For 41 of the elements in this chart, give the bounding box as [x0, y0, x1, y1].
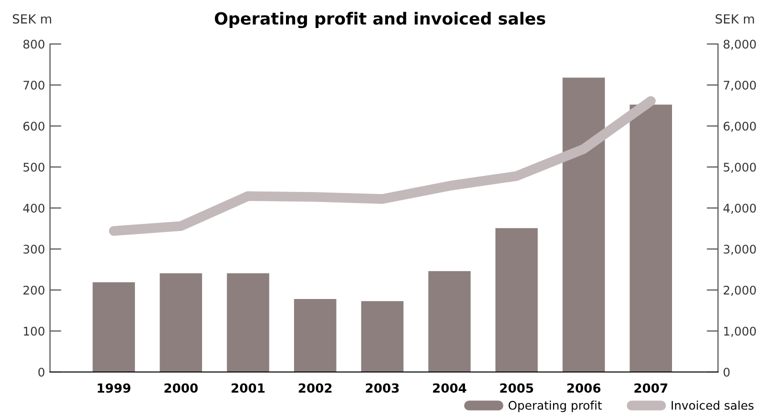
y2-tick-label: 0	[724, 368, 730, 377]
y2-tick-label: 2,000	[724, 286, 756, 296]
x-tick-label: 2007	[634, 383, 668, 393]
bar	[361, 301, 404, 372]
y-tick-label: 300	[24, 244, 44, 254]
y2-tick-label: 8,000	[724, 40, 756, 50]
bar	[428, 271, 471, 372]
y2-tick-label: 3,000	[724, 244, 756, 255]
y-tick-label: 600	[23, 122, 44, 131]
bar	[226, 273, 270, 372]
y-tick-label: 800	[23, 40, 44, 49]
y2-tick-label: 7,000	[724, 80, 756, 91]
y-tick-label: 500	[24, 162, 44, 172]
y2-axis-title: SEK m	[716, 14, 754, 24]
x-tick-label: 2003	[366, 383, 399, 393]
x-tick-label: 1999	[98, 383, 130, 393]
bar	[160, 273, 202, 372]
legend-label: Operating profit	[508, 400, 602, 412]
legend-label: Invoiced sales	[672, 400, 754, 410]
x-tick-label: 2006	[567, 383, 600, 393]
y-axis-title: SEK m	[12, 14, 52, 24]
y2-tick-label: 4,000	[723, 204, 756, 214]
bar	[294, 299, 336, 372]
x-tick-label: 2002	[298, 383, 332, 393]
x-tick-label: 2001	[232, 383, 265, 393]
y-tick-label: 100	[24, 326, 44, 336]
bar	[562, 78, 605, 372]
chart-title: Operating profit and invoiced sales	[214, 12, 546, 28]
y2-tick-label: 5,000	[724, 162, 756, 173]
x-tick-label: 2005	[500, 383, 534, 393]
x-tick-label: 2000	[164, 383, 198, 393]
y2-tick-label: 6,000	[724, 122, 756, 132]
y-tick-label: 700	[24, 80, 44, 90]
y-tick-label: 0	[38, 368, 44, 377]
y-tick-label: 400	[23, 204, 44, 213]
y2-tick-label: 1,000	[724, 326, 756, 337]
bar	[92, 282, 135, 372]
x-tick-label: 2004	[433, 383, 466, 393]
bar	[495, 228, 538, 372]
bar	[630, 104, 672, 372]
y-tick-label: 200	[23, 286, 44, 295]
